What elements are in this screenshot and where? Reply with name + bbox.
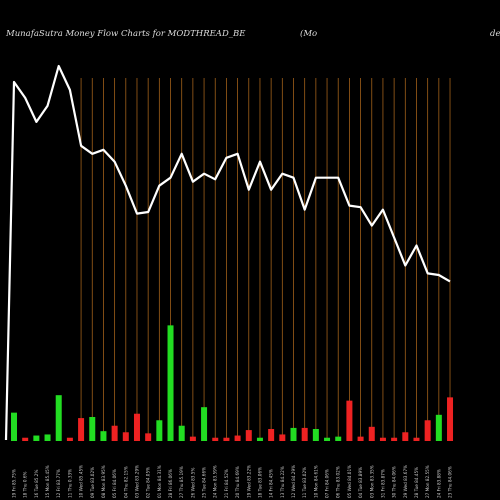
- x-tick-label: 08 Mon 83.95%: [101, 465, 106, 498]
- x-tick-label: 15 Mon 85.45%: [45, 465, 50, 498]
- x-tick-label: 24 Fri 83.88%: [436, 469, 441, 498]
- x-tick-label: 28 Tue 84.45%: [414, 467, 419, 498]
- money-flow-bar: [212, 437, 219, 441]
- x-tick-label: 25 Tue 84.66%: [202, 467, 207, 498]
- money-flow-bar: [424, 420, 431, 441]
- x-tick-label: 19 Wed 83.22%: [246, 465, 251, 498]
- money-flow-bar: [100, 431, 107, 441]
- x-tick-label: 06 Thu 83.02%: [336, 466, 341, 498]
- money-flow-bar: [167, 325, 174, 441]
- money-flow-bar: [335, 436, 342, 441]
- x-tick-label: 11 Tue 83.02%: [302, 467, 307, 498]
- money-flow-bar: [268, 429, 275, 441]
- money-flow-bar: [89, 417, 96, 441]
- x-tick-label: 07 Fri 84.06%: [325, 469, 330, 498]
- money-flow-bar: [312, 429, 319, 441]
- x-tick-label: 30 Thu 84.06%: [392, 466, 397, 498]
- money-flow-bar: [357, 436, 364, 441]
- money-flow-bar: [133, 413, 140, 441]
- x-tick-label: 23 Thu 84.06%: [448, 466, 453, 498]
- money-flow-bar: [402, 432, 409, 441]
- x-tick-label: 09 Tue 83.02%: [90, 467, 95, 498]
- chart-title: MunafaSutra Money Flow Charts for MODTHR…: [5, 29, 246, 39]
- x-tick-label: 04 Tue 83.89%: [358, 467, 363, 498]
- x-tick-label: 18 Thu 0.6%: [23, 471, 28, 498]
- money-flow-bar: [178, 425, 185, 441]
- money-flow-bar: [435, 414, 442, 441]
- money-flow-bar: [234, 435, 241, 441]
- x-tick-labels: 19 Fri 85.75% 18 Thu 0.6% 16 Tue 85.2% 15 M…: [12, 465, 453, 498]
- x-tick-label: 05 Fri 84.06%: [112, 469, 117, 498]
- x-tick-label: 02 Tue 84.05%: [146, 467, 151, 498]
- x-tick-label: 03 Wed 83.29%: [134, 465, 139, 498]
- x-tick-label: 03 Mon 83.35%: [369, 465, 374, 498]
- money-flow-bar: [447, 397, 454, 441]
- money-flow-bar: [66, 437, 73, 441]
- x-tick-label: 19 Fri 85.75%: [12, 469, 17, 498]
- x-tick-label: 28 Fri 86.06%: [168, 469, 173, 498]
- x-tick-label: 24 Mon 83.59%: [213, 465, 218, 498]
- money-flow-line: [4, 64, 451, 441]
- bars: [11, 325, 454, 441]
- grid-lines: [80, 78, 451, 441]
- x-tick-label: 14 Fri 84.45%: [269, 469, 274, 498]
- money-flow-bar: [301, 427, 308, 441]
- money-flow-bar: [245, 430, 252, 441]
- x-tick-label: 05 Wed 84.01%: [347, 465, 352, 498]
- money-flow-bar: [189, 436, 196, 441]
- x-tick-label: 16 Tue 85.2%: [34, 470, 39, 498]
- money-flow-bar: [156, 420, 163, 441]
- money-flow-bar: [11, 412, 17, 441]
- money-flow-bar: [44, 434, 51, 441]
- money-flow-bar: [22, 437, 29, 441]
- money-flow-bar: [290, 427, 297, 441]
- money-flow-bar: [78, 418, 85, 441]
- x-tick-label: 20 Thu 84.69%: [235, 466, 240, 498]
- x-tick-label: 10 Wed 85.45%: [79, 465, 84, 498]
- x-tick-label: 27 Mon 82.55%: [425, 465, 430, 498]
- money-flow-bar: [122, 432, 129, 441]
- money-flow-bar: [368, 426, 375, 441]
- x-tick-label: 11 Thu 0.33%: [67, 469, 72, 498]
- money-flow-bar: [223, 437, 230, 441]
- money-flow-bar: [279, 434, 286, 441]
- money-flow-bar: [33, 435, 40, 441]
- money-flow-bar: [346, 400, 353, 441]
- money-flow-bar: [111, 425, 118, 441]
- x-tick-label: 27 Thu 85.19%: [179, 466, 184, 498]
- x-tick-label: 12 Fri 83.77%: [56, 469, 61, 498]
- x-tick-label: 04 Thu 82.15%: [123, 466, 128, 498]
- chart-title-right: de: [490, 29, 500, 39]
- x-tick-label: 10 Mon 84.61%: [313, 465, 318, 498]
- x-tick-label: 18 Tue 83.06%: [257, 467, 262, 498]
- money-flow-bar: [145, 433, 152, 441]
- chart-title-middle: (Mo: [300, 28, 317, 39]
- money-flow-bar: [379, 437, 386, 441]
- money-flow-bar: [55, 395, 62, 441]
- x-tick-label: 12 Wed 84.29%: [291, 465, 296, 498]
- x-tick-label: 01 Mon 84.31%: [157, 465, 162, 498]
- x-tick-label: 21 Fri 84.52%: [224, 469, 229, 498]
- x-tick-label: 29 Wed 83.67%: [403, 465, 408, 498]
- x-tick-label: 31 Fri 83.87%: [380, 469, 385, 498]
- money-flow-bar: [391, 437, 398, 441]
- money-flow-bar: [256, 437, 263, 441]
- money-flow-bar: [413, 437, 420, 441]
- x-tick-label: 26 Wed 83.5%: [190, 468, 195, 498]
- money-flow-bar: [201, 407, 208, 441]
- x-tick-label: 13 Thu 84.22%: [280, 466, 285, 498]
- money-flow-bar: [324, 437, 331, 441]
